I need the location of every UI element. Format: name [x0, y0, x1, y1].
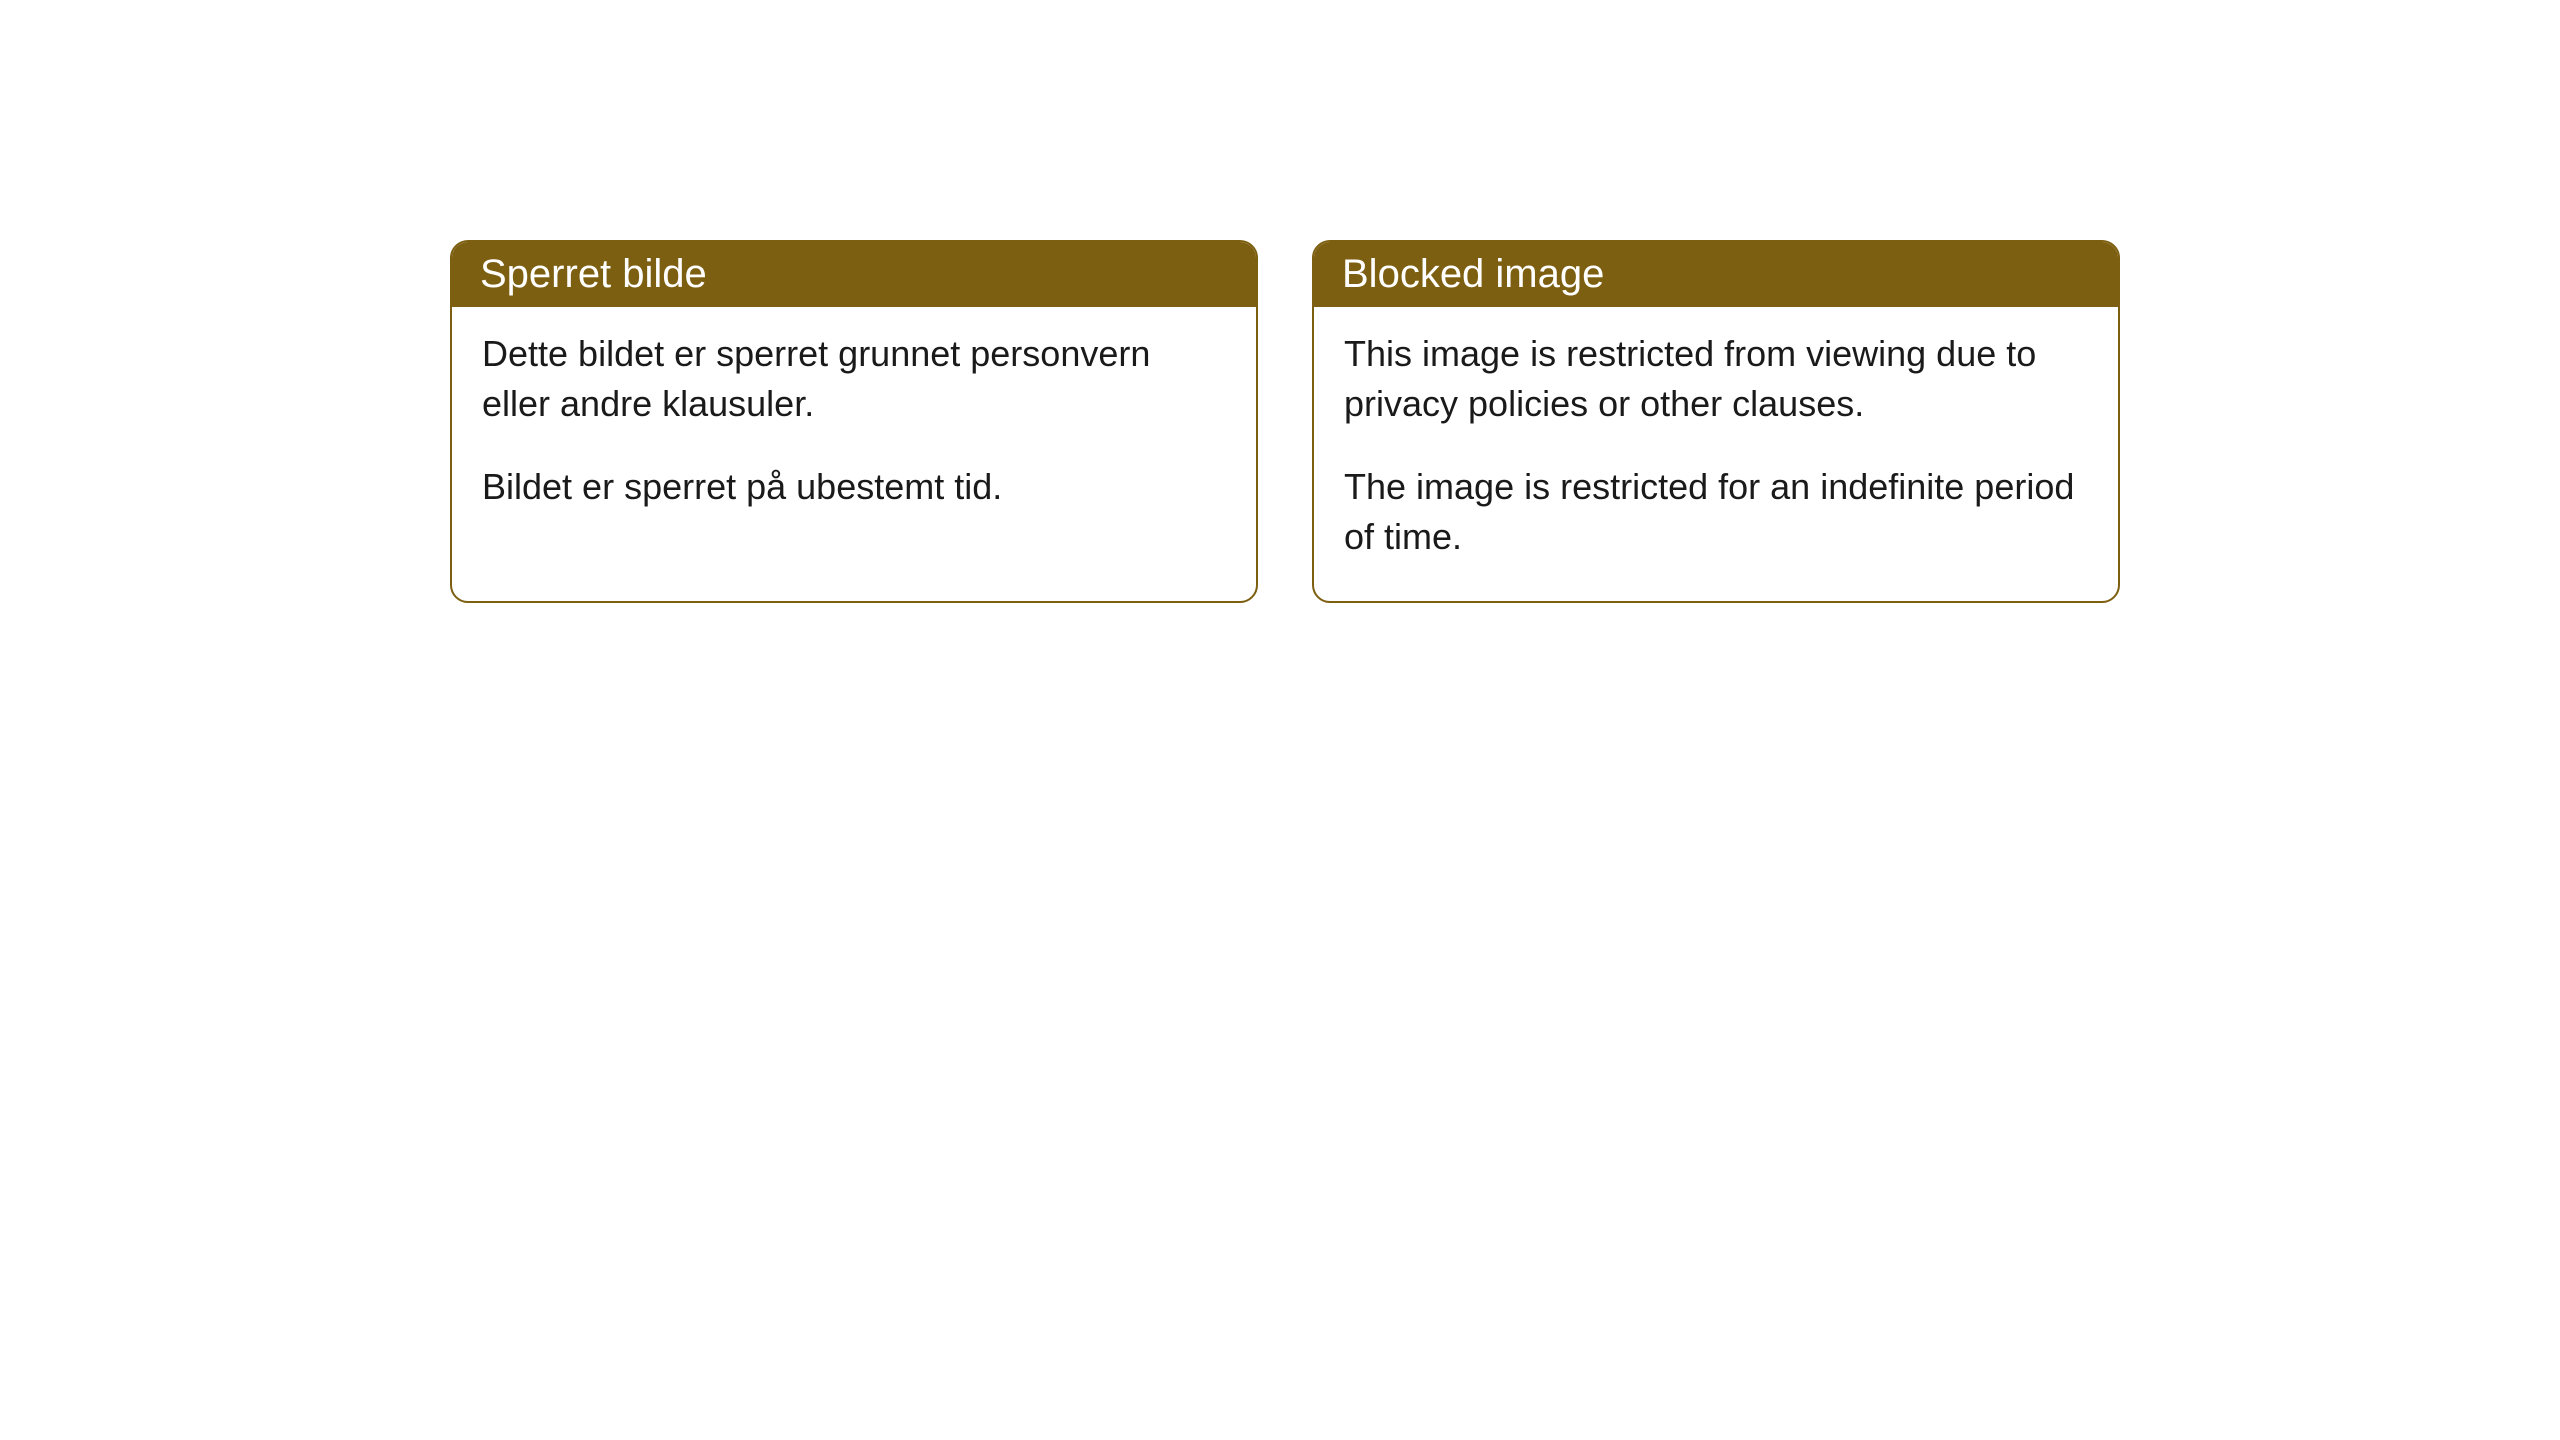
card-title: Blocked image — [1342, 252, 1604, 296]
blocked-image-card-norwegian: Sperret bilde Dette bildet er sperret gr… — [450, 240, 1258, 603]
card-title: Sperret bilde — [480, 252, 707, 296]
card-paragraph: This image is restricted from viewing du… — [1344, 329, 2088, 430]
card-body: Dette bildet er sperret grunnet personve… — [452, 307, 1256, 550]
blocked-image-card-english: Blocked image This image is restricted f… — [1312, 240, 2120, 603]
card-header: Blocked image — [1314, 242, 2118, 307]
card-paragraph: Dette bildet er sperret grunnet personve… — [482, 329, 1226, 430]
notice-cards-container: Sperret bilde Dette bildet er sperret gr… — [0, 0, 2560, 603]
card-header: Sperret bilde — [452, 242, 1256, 307]
card-paragraph: The image is restricted for an indefinit… — [1344, 462, 2088, 563]
card-body: This image is restricted from viewing du… — [1314, 307, 2118, 601]
card-paragraph: Bildet er sperret på ubestemt tid. — [482, 462, 1226, 512]
